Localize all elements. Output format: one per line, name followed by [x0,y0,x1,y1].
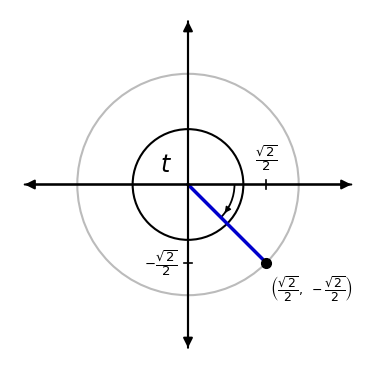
Text: $-\dfrac{\sqrt{2}}{2}$: $-\dfrac{\sqrt{2}}{2}$ [144,248,177,278]
Text: $t$: $t$ [160,152,172,177]
Text: $\dfrac{\sqrt{2}}{2}$: $\dfrac{\sqrt{2}}{2}$ [255,144,277,173]
Text: $\left(\dfrac{\sqrt{2}}{2},\ -\dfrac{\sqrt{2}}{2}\right)$: $\left(\dfrac{\sqrt{2}}{2},\ -\dfrac{\sq… [270,274,352,304]
